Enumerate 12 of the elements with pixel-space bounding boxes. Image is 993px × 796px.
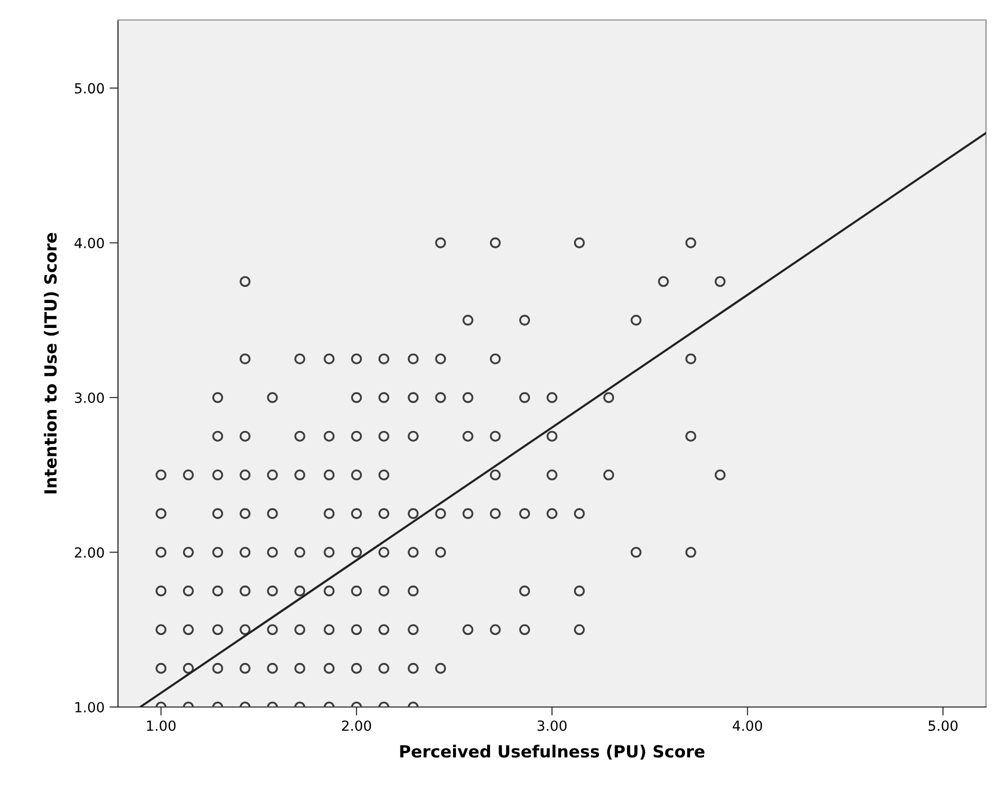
y-tick-label: 5.00	[74, 83, 104, 94]
y-tick-label: 2.00	[74, 547, 104, 558]
x-axis-title: Perceived Usefulness (PU) Score	[400, 744, 704, 760]
x-tick-label: 5.00	[928, 720, 958, 731]
y-tick-label: 4.00	[74, 238, 104, 248]
y-tick-label: 3.00	[74, 392, 104, 404]
y-axis-title: Intention to Use (ITU) Score	[44, 232, 59, 494]
y-tick-label: 1.00	[75, 702, 104, 712]
x-tick-label: 3.00	[538, 720, 567, 731]
x-tick-label: 1.00	[147, 720, 176, 731]
x-tick-label: 2.00	[342, 720, 372, 731]
x-tick-label: 4.00	[732, 720, 762, 731]
